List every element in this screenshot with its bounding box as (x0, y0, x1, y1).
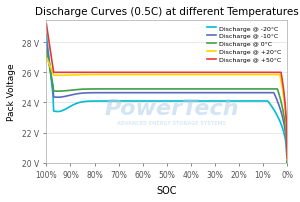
Legend: Discharge @ -20°C, Discharge @ -10°C, Discharge @ 0°C, Discharge @ +20°C, Discha: Discharge @ -20°C, Discharge @ -10°C, Di… (204, 23, 284, 65)
Title: Discharge Curves (0.5C) at different Temperatures: Discharge Curves (0.5C) at different Tem… (35, 7, 298, 17)
Text: PowerTech: PowerTech (104, 99, 239, 119)
X-axis label: SOC: SOC (157, 185, 177, 195)
Y-axis label: Pack Voltage: Pack Voltage (7, 63, 16, 120)
Text: ADVANCED ENERGY STORAGE SYSTEMS: ADVANCED ENERGY STORAGE SYSTEMS (117, 121, 226, 126)
